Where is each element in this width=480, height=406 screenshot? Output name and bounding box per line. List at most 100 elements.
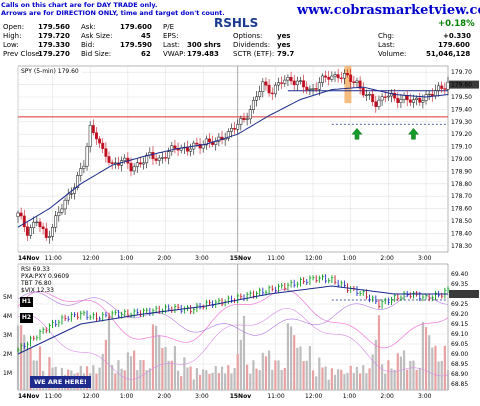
volume-bar [431, 347, 434, 390]
price-y-tick: 178.60 [451, 206, 472, 213]
candle-body [226, 131, 230, 139]
rsi-legend-item: PXA:PXY 0.9609 [21, 273, 69, 280]
volume-bar [318, 357, 321, 390]
high-value: 179.720 [38, 32, 70, 40]
rsi-legend-item: $VIX 12.33 [21, 287, 54, 294]
volume-bar [246, 364, 249, 390]
pe-label: P/E [163, 23, 175, 31]
volume-bar [384, 373, 387, 390]
candle-body [236, 124, 240, 130]
rsi-y-tick: 69.05 [451, 341, 468, 348]
candle-body [289, 77, 293, 82]
volume-bar [202, 369, 205, 390]
candle-body [107, 156, 111, 163]
candle-body [32, 221, 36, 228]
price-y-tick: 179.50 [451, 94, 472, 101]
candle-body [433, 90, 437, 97]
rsi-x-tick: 11:00 [267, 393, 284, 400]
volume-bar [280, 369, 283, 390]
volume-bar [155, 325, 158, 390]
rsi-y-tick: 68.90 [451, 371, 468, 378]
volume-bar [227, 365, 230, 390]
candle-body [299, 80, 302, 82]
volume-bar [359, 373, 362, 390]
candle-body [295, 80, 299, 86]
candle-body [308, 88, 312, 91]
rsi-plot-area [17, 263, 449, 391]
bidsize-value: 62 [141, 50, 151, 58]
volume-bar [164, 347, 167, 390]
volume-bar [117, 360, 120, 390]
volume-bar [343, 374, 346, 390]
candle-body [443, 88, 447, 90]
rsi-volume-chart: 69.4069.3569.3069.2569.2069.1569.1069.05… [3, 263, 479, 400]
candle-body [19, 212, 23, 217]
rsi-y-tick: 69.35 [451, 281, 468, 288]
volume-bar [406, 369, 409, 390]
candle-body [170, 145, 174, 152]
candle-body [317, 82, 321, 90]
volume-bar [443, 345, 446, 390]
candle-body [110, 162, 114, 164]
volume-bar [293, 335, 296, 390]
volume-bar [129, 356, 133, 390]
candle-body [377, 99, 381, 107]
last2-value: 179.600 [438, 41, 470, 49]
volume-bar [402, 350, 406, 390]
volume-bar [173, 346, 177, 390]
last-label: Last: [163, 41, 180, 49]
volume-bar [289, 326, 293, 390]
price-y-tick: 179.20 [451, 131, 472, 138]
candle-body [157, 157, 161, 161]
candle-body [73, 187, 76, 194]
candle-body [267, 84, 271, 94]
volume-bar [299, 346, 302, 390]
candle-body [302, 80, 306, 88]
candle-body [54, 215, 58, 228]
price-x-tick: 14Nov [18, 255, 39, 262]
volume-bar [20, 325, 23, 390]
candle-body [204, 138, 208, 146]
price-x-tick: 1:00 [120, 255, 134, 262]
price-x-tick: 2:00 [158, 255, 172, 262]
candle-body [129, 162, 133, 172]
h1-button[interactable]: H1 [20, 297, 33, 307]
options-label: Options: [233, 32, 263, 40]
volume-bar [167, 360, 170, 390]
volume-bar [428, 335, 431, 390]
rsi-legend-item: TBT 76.80 [20, 280, 52, 287]
candle-body [248, 109, 252, 120]
volume-bar [249, 373, 252, 390]
price-x-tick: 11:00 [267, 255, 284, 262]
candle-body [364, 94, 368, 96]
volume-tick: 2M [3, 351, 12, 358]
rsi-x-tick: 1:00 [120, 393, 134, 400]
ask-label: Ask: [81, 23, 96, 31]
volume-bar [139, 360, 142, 390]
candle-body [412, 99, 415, 103]
candle-body [195, 142, 199, 145]
candle-body [69, 193, 73, 195]
rsi-y-tick: 69.40 [451, 271, 468, 278]
volume-bar [308, 345, 311, 390]
prevclose-label: Prev Close: [3, 50, 42, 58]
candle-body [113, 162, 117, 164]
candle-body [324, 75, 328, 78]
price-x-tick: 15Nov [230, 255, 251, 262]
asksize-value: 45 [141, 32, 151, 40]
volume-bar [349, 365, 352, 390]
candle-body [321, 75, 324, 83]
volume-bar [368, 368, 371, 390]
candle-body [233, 128, 237, 130]
volume-bar [214, 365, 217, 390]
candle-body [164, 157, 167, 159]
price-y-tick: 179.30 [451, 119, 472, 126]
volume-bar [233, 367, 236, 390]
volume-bar [380, 364, 384, 390]
volume-bar [211, 372, 214, 390]
candle-body [437, 85, 441, 91]
candle-body [154, 158, 158, 161]
volume-bar [302, 361, 305, 390]
h2-button[interactable]: H2 [20, 313, 33, 323]
green-up-arrow [351, 127, 363, 140]
